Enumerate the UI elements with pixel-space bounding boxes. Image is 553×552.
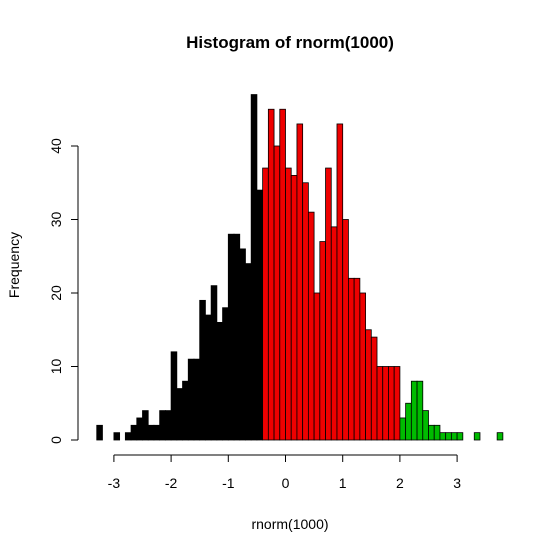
histogram-bar	[147, 424, 155, 441]
histogram-bar	[233, 233, 241, 441]
histogram-bar	[428, 424, 435, 441]
histogram-bar	[365, 329, 372, 441]
histogram-bar	[159, 410, 166, 441]
histogram-bar	[136, 417, 143, 441]
x-tick-label: 3	[453, 475, 461, 491]
x-tick-label: 2	[396, 475, 404, 491]
histogram-bar	[227, 233, 235, 441]
chart-title: Histogram of rnorm(1000)	[186, 33, 394, 52]
histogram-bar	[193, 358, 201, 441]
histogram-bar	[416, 380, 424, 441]
histogram-bar	[382, 366, 389, 441]
y-tick-label: 40	[48, 138, 64, 154]
histogram-bar	[176, 388, 183, 441]
x-tick-label: 0	[282, 475, 290, 491]
histogram-bar	[393, 366, 401, 441]
histogram-bar	[313, 292, 321, 441]
histogram-bar	[445, 432, 452, 441]
x-axis-label: rnorm(1000)	[251, 516, 328, 532]
histogram-bar	[124, 432, 132, 441]
histogram-bar	[96, 424, 103, 441]
y-tick-label: 0	[48, 436, 64, 444]
histogram-bar	[319, 241, 326, 441]
histogram-bar	[325, 167, 332, 441]
histogram-bar	[450, 432, 458, 441]
histogram-bar	[267, 108, 275, 441]
histogram-bar	[348, 277, 355, 441]
histogram-bar	[370, 336, 378, 441]
x-tick-label: 1	[339, 475, 347, 491]
y-tick-label: 30	[48, 212, 64, 228]
histogram-bar	[433, 424, 441, 441]
x-axis: -3 -2 -1 0 1 2 3	[108, 454, 461, 491]
y-axis-label: Frequency	[6, 232, 22, 298]
histogram-bar	[245, 263, 252, 441]
histogram-bar	[170, 351, 178, 441]
histogram-bar	[262, 167, 269, 441]
histogram-bar	[342, 219, 349, 441]
histogram-bar	[439, 432, 447, 441]
histogram-bar	[285, 167, 292, 441]
histogram-bar	[359, 292, 366, 441]
histogram-bar	[496, 432, 504, 441]
histogram-bar	[250, 94, 258, 441]
histogram-bar	[399, 417, 407, 441]
histogram-bar	[187, 358, 195, 441]
histogram-bar	[410, 380, 418, 441]
x-tick-label: -3	[108, 475, 121, 491]
histogram-bar	[456, 432, 464, 441]
histogram-bar	[279, 108, 286, 441]
histogram-bar	[205, 314, 212, 441]
y-tick-label: 20	[48, 285, 64, 301]
histogram-bar	[239, 248, 246, 441]
histogram-bar	[405, 402, 412, 441]
histogram-bar	[296, 123, 304, 441]
histogram-bar	[353, 277, 361, 441]
histogram-bar	[330, 226, 338, 441]
histogram-bar	[422, 410, 429, 441]
histogram-bar	[376, 366, 384, 441]
histogram-bar	[256, 189, 264, 441]
histogram-bar	[473, 432, 481, 441]
histogram-bar	[199, 299, 206, 441]
histogram-bar	[307, 211, 315, 441]
histogram-bars	[96, 94, 504, 441]
histogram-bar	[216, 321, 223, 441]
histogram-bar	[164, 410, 172, 441]
x-tick-label: -2	[165, 475, 178, 491]
histogram-bar	[153, 424, 161, 441]
histogram-bar	[388, 366, 395, 441]
histogram-bar	[336, 123, 344, 441]
histogram-bar	[273, 145, 281, 441]
histogram-bar	[210, 285, 218, 441]
histogram-bar	[182, 380, 189, 441]
histogram-bar	[142, 410, 149, 441]
histogram-bar	[290, 174, 298, 441]
y-axis: 0 10 20 30 40	[48, 138, 79, 444]
histogram-bar	[222, 307, 229, 441]
x-tick-label: -1	[222, 475, 235, 491]
histogram-bar	[302, 182, 309, 441]
y-tick-label: 10	[48, 359, 64, 375]
histogram-bar	[130, 424, 138, 441]
histogram-bar	[113, 432, 121, 441]
